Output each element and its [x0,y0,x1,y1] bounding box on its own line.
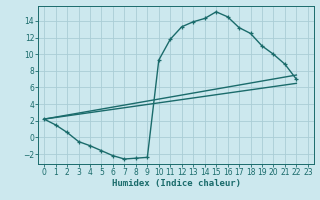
X-axis label: Humidex (Indice chaleur): Humidex (Indice chaleur) [111,179,241,188]
